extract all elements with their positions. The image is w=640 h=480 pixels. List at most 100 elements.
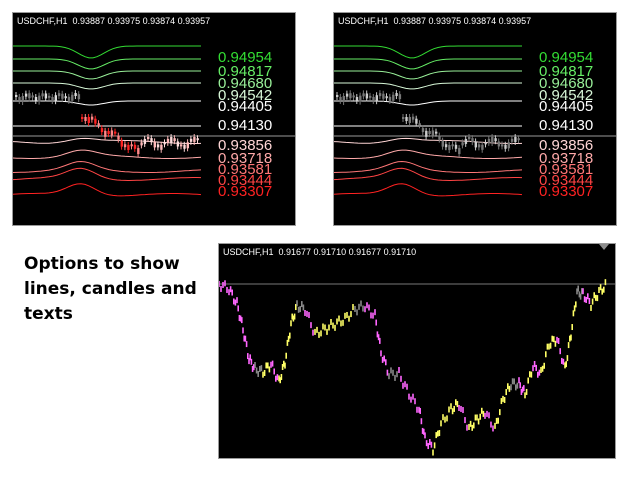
candle-body [405,117,408,121]
candle-body [421,128,425,133]
band-line [13,137,202,144]
level-label: 0.93444 [539,172,593,189]
chart-header: USDCHF,H1 0.91677 0.91710 0.91677 0.9171… [223,247,417,257]
level-label: 0.94954 [218,49,272,66]
candle-body [474,141,477,148]
chart-header: USDCHF,H1 0.93887 0.93975 0.93874 0.9395… [338,16,532,26]
level-label: 0.94542 [218,87,272,104]
candle-body [160,144,163,150]
candle-body [166,138,170,143]
candle-body [501,144,504,147]
candle-body [458,148,461,155]
candle-body [398,94,402,100]
band-line [13,100,201,106]
band-line [334,58,522,70]
candle-body [481,144,484,150]
candle-body [137,148,140,155]
level-label: 0.94817 [539,63,593,80]
band-line [334,82,522,90]
chart-header: USDCHF,H1 0.93887 0.93975 0.93874 0.9395… [17,16,211,26]
candle-body [180,144,183,147]
candle-body [392,94,395,101]
candle-body [435,131,438,134]
candle-body [156,144,160,148]
candle-body [153,141,156,148]
candle-body [44,93,48,99]
chart-panel-gray-candles: USDCHF,H1 0.93887 0.93975 0.93874 0.9395… [333,12,617,226]
candle-body [369,95,372,98]
candle-body [143,138,147,144]
candle-body [345,93,349,97]
candle-body [117,135,120,140]
band-line [13,149,202,159]
level-label: 0.93307 [218,183,272,200]
band-line [334,149,523,159]
band-line [13,82,201,90]
candle-body [21,96,24,103]
candle-body [461,142,464,146]
candle-body [94,118,97,124]
candle-body [31,95,34,98]
caption-text: Options to show lines, candles and texts [24,254,197,324]
candle-body [487,138,491,143]
band-line [13,160,202,173]
candle-body [425,130,428,137]
candle-body [189,138,193,142]
candle-body [97,123,100,126]
level-label: 0.93856 [539,137,593,154]
candle-body [408,116,411,123]
candle-body [114,131,117,134]
candle-body [378,93,382,97]
band-line [13,58,201,70]
candle-body [130,144,133,147]
candle-body [173,138,176,142]
level-label: 0.93307 [539,183,593,200]
candle-body [28,93,31,99]
candle-body [402,117,405,119]
level-label: 0.94954 [539,49,593,66]
candle-body [477,144,481,148]
candle-body [104,130,107,137]
candle-body [18,96,21,101]
candle-body [133,144,137,149]
candle-body [170,137,173,144]
price-chart [219,279,615,456]
chart-panel-colored-price: USDCHF,H1 0.91677 0.91710 0.91677 0.9171… [218,243,616,459]
level-label: 0.94817 [218,63,272,80]
candle-body [471,138,474,143]
candle-body [359,95,362,102]
candle-body [74,93,77,97]
candle-body [71,94,74,101]
level-label: 0.94542 [539,87,593,104]
candle-body [110,130,114,136]
candle-body [385,96,388,99]
chart-shift-marker-icon[interactable] [599,244,609,250]
band-line [334,70,522,80]
candle-body [61,93,64,99]
candle-body [107,131,110,135]
candle-body [339,96,342,101]
candle-body [431,130,435,136]
candle-body [100,128,104,133]
candle-body [24,93,28,97]
candle-body [507,142,510,149]
candle-body [176,141,180,147]
band-line [334,137,523,144]
candle-body [41,93,44,97]
band-line [334,100,522,106]
candle-body [497,141,501,147]
candle-body [441,140,444,147]
candle-body [395,93,398,97]
candle-body [464,138,468,144]
level-label: 0.93581 [218,161,272,178]
band-line [13,183,202,197]
candle-body [84,117,87,121]
candle-body [438,135,441,140]
candle-body [362,93,365,97]
candle-body [484,142,487,145]
level-label: 0.93581 [539,161,593,178]
level-label: 0.94405 [218,98,272,115]
candle-body [150,138,153,143]
